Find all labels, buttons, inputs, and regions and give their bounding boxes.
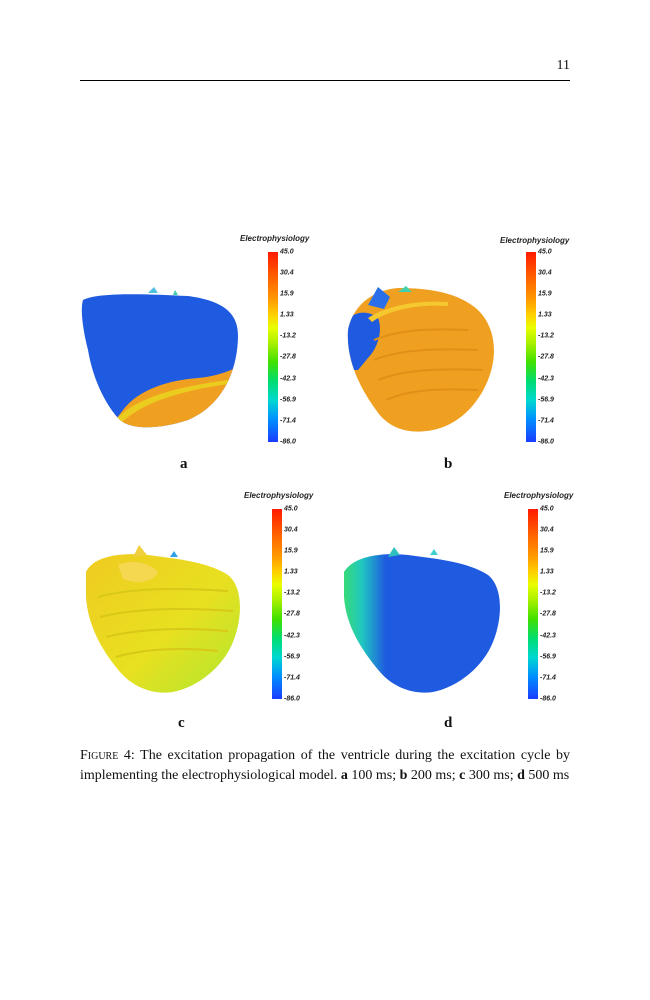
colorbar-ticks: 45.0 30.4 15.9 1.33 -13.2 -27.8 -42.3 -5… [284,505,324,703]
panel-label-a: a [180,456,188,472]
caption-text: The excitation propagation of the ventri… [80,748,571,783]
colorbar-tick: 45.0 [538,248,552,256]
colorbar-tick: -27.8 [540,610,556,618]
colorbar-tick: 30.4 [538,269,552,277]
colorbar-ticks: 45.0 30.4 15.9 1.33 -13.2 -27.8 -42.3 -5… [538,248,578,446]
colorbar-ticks: 45.0 30.4 15.9 1.33 -13.2 -27.8 -42.3 -5… [280,248,320,446]
caption-item-letter: b [399,768,408,783]
panel-label-d: d [444,715,453,731]
colorbar-tick: 30.4 [284,526,298,534]
colorbar-tick: -13.2 [280,332,296,340]
colorbar-tick: -71.4 [540,674,556,682]
colorbar-tick: 1.33 [284,568,298,576]
colorbar-tick: -86.0 [284,695,300,703]
colorbar-tick: -42.3 [284,632,300,640]
colorbar-tick: 1.33 [540,568,554,576]
colorbar-tick: -13.2 [540,589,556,597]
colorbar-title: Electrophysiology [504,491,574,500]
colorbar-tick: -42.3 [538,375,554,383]
colorbar-tick: -86.0 [280,438,296,446]
colorbar-tick: -71.4 [538,417,554,425]
ventricle-image-b [347,286,494,432]
caption-item-text: 100 ms; [351,768,397,783]
colorbar-tick: -56.9 [280,396,296,404]
figure-panel-b: Electrophysiology 45.0 30.4 15.9 1.33 -1… [338,230,588,472]
header-rule [80,80,570,81]
colorbar-tick: -86.0 [538,438,554,446]
colorbar-title: Electrophysiology [500,236,570,245]
colorbar-tick: -42.3 [280,375,296,383]
colorbar-tick: 45.0 [280,248,294,256]
colorbar [272,509,282,699]
colorbar-tick: -71.4 [280,417,296,425]
caption-item-text: 200 ms; [410,768,456,783]
figure-caption: Figure 4: The excitation propagation of … [80,746,570,786]
ventricle-image-d [344,547,500,693]
colorbar-tick: 15.9 [284,547,298,555]
colorbar [528,509,538,699]
colorbar-tick: -27.8 [284,610,300,618]
panel-label-b: b [444,456,453,472]
colorbar-tick: 30.4 [540,526,554,534]
figure-label: Figure 4: [80,748,135,763]
ventricle-image-a [81,287,239,428]
colorbar-tick: -13.2 [538,332,554,340]
ventricle-image-c [86,545,240,693]
colorbar-title: Electrophysiology [244,491,314,500]
colorbar-tick: 15.9 [280,290,294,298]
page-number: 11 [556,58,570,73]
colorbar-tick: -56.9 [540,653,556,661]
colorbar-tick: -56.9 [538,396,554,404]
colorbar-tick: 30.4 [280,269,294,277]
colorbar-tick: 45.0 [540,505,554,513]
caption-item-text: 500 ms [528,768,570,783]
colorbar-tick: -27.8 [280,353,296,361]
colorbar-tick: -13.2 [284,589,300,597]
colorbar-tick: 15.9 [538,290,552,298]
colorbar-tick: 45.0 [284,505,298,513]
caption-item-letter: a [340,768,348,783]
colorbar [526,252,536,442]
colorbar-tick: -71.4 [284,674,300,682]
caption-item-letter: d [517,768,525,783]
colorbar-title: Electrophysiology [240,234,310,243]
colorbar [268,252,278,442]
colorbar-tick: -56.9 [284,653,300,661]
figure-panel-c: Electrophysiology 45.0 30.4 15.9 1.33 -1… [78,487,328,731]
figure-panel-d: Electrophysiology 45.0 30.4 15.9 1.33 -1… [338,487,588,731]
colorbar-tick: 1.33 [538,311,552,319]
caption-item-text: 300 ms; [468,768,514,783]
panel-label-c: c [178,715,185,731]
colorbar-tick: -86.0 [540,695,556,703]
figure-panel-a: Electrophysiology 45.0 30.4 15.9 1.33 -1… [78,230,328,472]
colorbar-tick: -42.3 [540,632,556,640]
colorbar-ticks: 45.0 30.4 15.9 1.33 -13.2 -27.8 -42.3 -5… [540,505,580,703]
colorbar-tick: 1.33 [280,311,294,319]
colorbar-tick: 15.9 [540,547,554,555]
caption-item-letter: c [459,768,466,783]
colorbar-tick: -27.8 [538,353,554,361]
